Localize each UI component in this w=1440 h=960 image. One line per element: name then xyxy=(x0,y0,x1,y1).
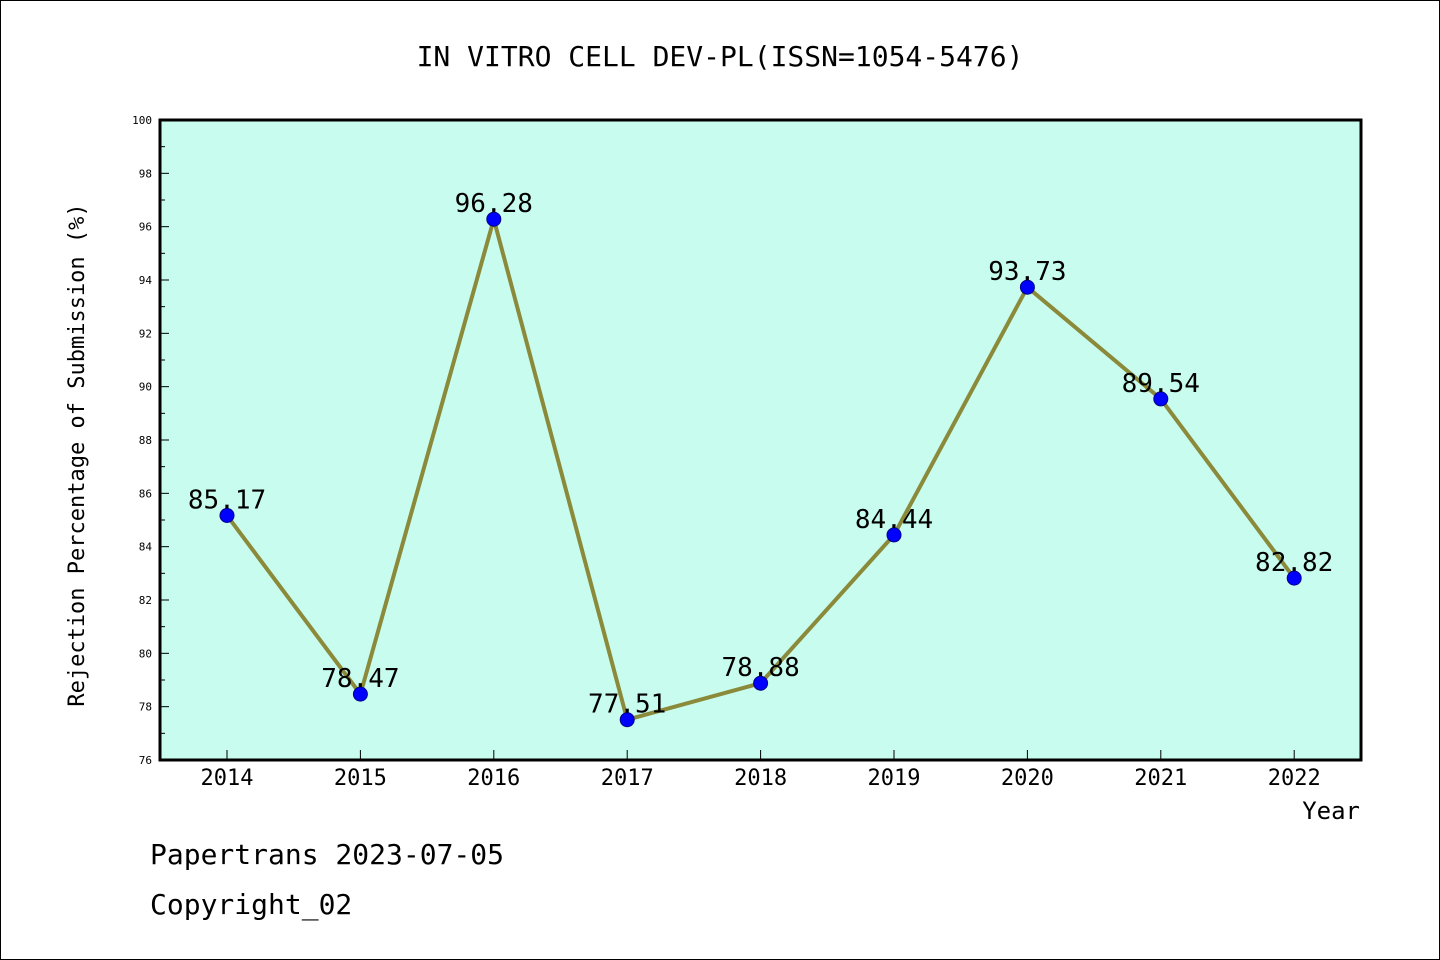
y-tick-label: 90 xyxy=(139,381,152,394)
data-point xyxy=(619,712,635,728)
x-tick-label: 2014 xyxy=(201,766,254,791)
data-labels: 85.17 78.47 96.28 77.51 78.88 84.44 93.73 89.54… xyxy=(188,189,1333,720)
x-axis-label: Year xyxy=(1302,797,1360,825)
x-tick-label: 2020 xyxy=(1001,766,1054,791)
x-tick-label: 2018 xyxy=(734,766,787,791)
y-tick-label: 96 xyxy=(139,221,152,234)
data-label: 82.82 xyxy=(1255,548,1333,578)
plot-area xyxy=(160,120,1361,760)
y-tick-label: 80 xyxy=(139,647,152,660)
data-label: 78.88 xyxy=(721,653,799,683)
data-label: 77.51 xyxy=(588,690,666,720)
y-tick-label: 92 xyxy=(139,327,152,340)
y-tick-label: 78 xyxy=(139,701,152,714)
y-axis-label: Rejection Percentage of Submission (%) xyxy=(65,203,90,706)
data-label: 84.44 xyxy=(855,505,933,535)
data-label: 93.73 xyxy=(988,257,1066,287)
data-point xyxy=(352,686,368,702)
plot-border xyxy=(158,118,1363,762)
x-tick-label: 2019 xyxy=(868,766,921,791)
data-point xyxy=(753,675,769,691)
y-tick-label: 98 xyxy=(139,167,152,180)
data-label: 85.17 xyxy=(188,485,266,515)
data-markers xyxy=(219,211,1302,728)
data-point xyxy=(886,527,902,543)
y-tick-label: 94 xyxy=(139,274,153,287)
data-point xyxy=(1286,570,1302,586)
y-tick-label: 84 xyxy=(139,541,153,554)
x-tick-label: 2017 xyxy=(601,766,654,791)
data-point xyxy=(486,211,502,227)
x-tick-label: 2022 xyxy=(1268,766,1321,791)
y-axis-ticks: 76 78 80 82 84 86 88 90 92 94 96 98 100 xyxy=(132,114,169,767)
data-label: 96.28 xyxy=(455,189,533,219)
x-tick-label: 2015 xyxy=(334,766,387,791)
data-point xyxy=(1019,279,1035,295)
y-tick-label: 82 xyxy=(139,594,152,607)
x-tick-label: 2021 xyxy=(1134,766,1187,791)
data-point xyxy=(219,507,235,523)
chart-title: IN VITRO CELL DEV-PL(ISSN=1054-5476) xyxy=(417,40,1024,73)
x-tick-label: 2016 xyxy=(467,766,520,791)
footer-copyright: Copyright_02 xyxy=(150,888,352,922)
data-point xyxy=(1153,391,1169,407)
y-tick-label: 88 xyxy=(139,434,152,447)
x-axis-ticks: 2014 2015 2016 2017 2018 2019 2020 2021 2022 xyxy=(201,750,1321,791)
y-tick-label: 100 xyxy=(132,114,152,127)
y-tick-label: 76 xyxy=(139,754,152,767)
data-label: 89.54 xyxy=(1122,369,1200,399)
y-tick-label: 86 xyxy=(139,487,152,500)
data-label: 78.47 xyxy=(321,664,399,694)
footer-source: Papertrans 2023-07-05 xyxy=(150,838,504,871)
